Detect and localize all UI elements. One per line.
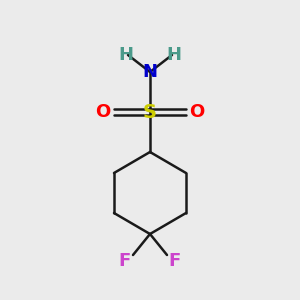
Text: F: F (119, 252, 131, 270)
Text: F: F (169, 252, 181, 270)
Text: O: O (189, 103, 205, 121)
Text: N: N (142, 63, 158, 81)
Text: H: H (167, 46, 182, 64)
Text: O: O (95, 103, 111, 121)
Text: H: H (118, 46, 134, 64)
Text: S: S (143, 103, 157, 122)
